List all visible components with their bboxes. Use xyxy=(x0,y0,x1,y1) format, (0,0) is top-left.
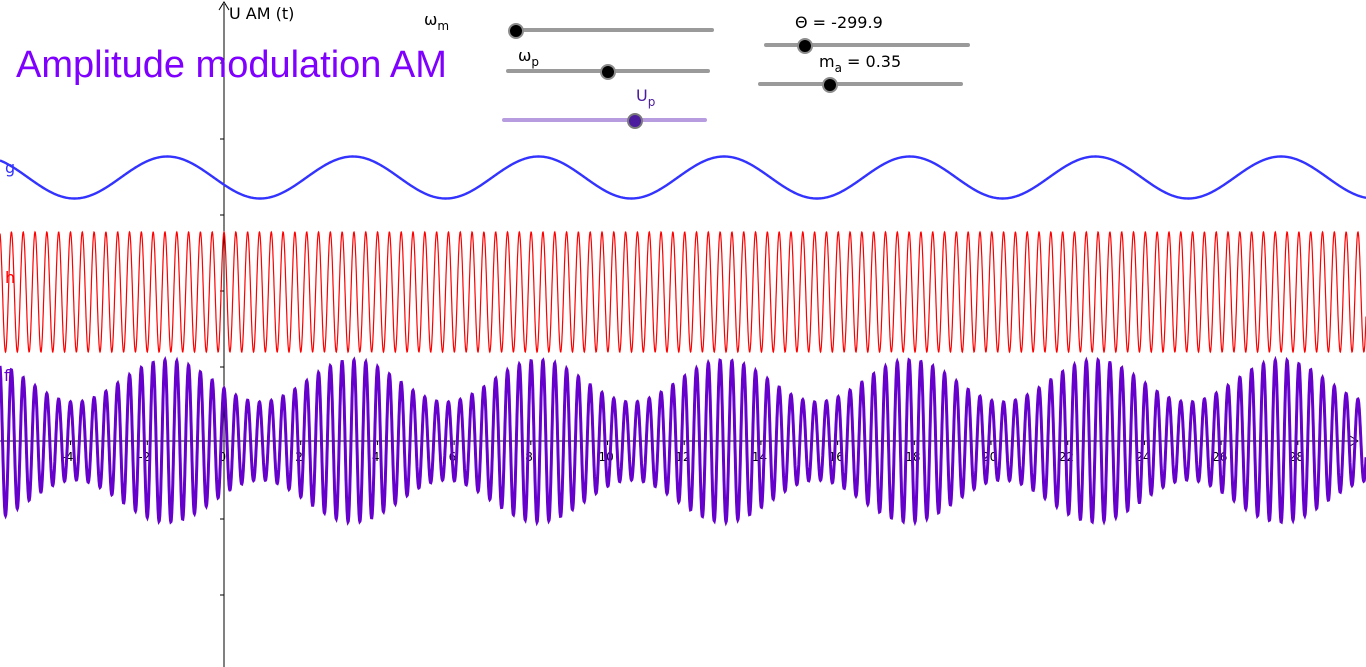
slider-theta-track[interactable] xyxy=(764,43,970,47)
function-label-h[interactable]: h xyxy=(5,268,16,287)
page-title: Amplitude modulation AM xyxy=(16,44,447,86)
slider-ma-handle[interactable] xyxy=(821,77,838,93)
slider-omega-m-label: ωm xyxy=(424,10,449,33)
y-axis-label: U AM (t) xyxy=(229,4,295,23)
slider-up-symbol: U xyxy=(636,86,648,105)
slider-omega-m-track[interactable] xyxy=(512,28,714,32)
curve-h xyxy=(0,230,1366,354)
slider-ma-symbol: m xyxy=(819,52,835,71)
slider-theta-handle[interactable] xyxy=(797,38,814,54)
curve-f xyxy=(0,355,1366,527)
slider-up-handle[interactable] xyxy=(627,113,644,129)
slider-omega-m-handle[interactable] xyxy=(508,23,525,39)
x-axis-arrow xyxy=(1349,435,1359,447)
curve-g xyxy=(0,155,1366,200)
slider-ma-track[interactable] xyxy=(758,82,963,86)
slider-theta-label: Θ = -299.9 xyxy=(795,13,883,32)
function-label-g[interactable]: g xyxy=(5,158,16,177)
slider-ma-label: ma = 0.35 xyxy=(819,52,901,75)
slider-omega-p-symbol: ω xyxy=(518,46,532,65)
y-axis-arrow xyxy=(218,1,230,11)
slider-ma-value: = 0.35 xyxy=(841,52,902,71)
slider-omega-p-handle[interactable] xyxy=(600,64,616,80)
slider-up-label: Up xyxy=(636,86,655,109)
x-tick-label: 0 xyxy=(219,450,227,464)
function-label-f[interactable]: f xyxy=(4,366,10,385)
slider-ma-subscript: a xyxy=(834,61,842,75)
slider-omega-m-symbol: ω xyxy=(424,10,438,29)
slider-up-subscript: p xyxy=(647,95,656,109)
slider-omega-p-label: ωp xyxy=(518,46,539,69)
x-tick-label: 16 xyxy=(829,450,844,464)
slider-omega-m-subscript: m xyxy=(437,19,450,33)
x-tick-label: 20 xyxy=(982,450,997,464)
slider-up-track[interactable] xyxy=(502,118,707,122)
slider-omega-p-subscript: p xyxy=(531,55,540,69)
